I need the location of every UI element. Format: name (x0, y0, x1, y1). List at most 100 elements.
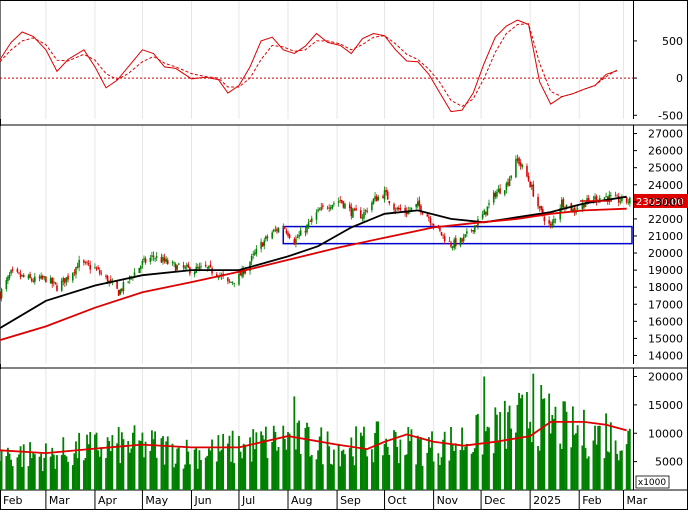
candle-body (360, 210, 362, 219)
volume-bar (605, 413, 607, 490)
volume-bar (508, 405, 511, 490)
volume-bar (0, 460, 1, 490)
candle-body (117, 290, 120, 296)
candle-body (353, 208, 356, 210)
volume-bar (554, 406, 557, 490)
candle-body (329, 207, 332, 210)
candle-body (429, 218, 432, 224)
candle-body (184, 266, 186, 269)
volume-bar (477, 413, 479, 490)
month-label: Dec (484, 494, 505, 507)
candle-body (610, 195, 612, 196)
candle-body (277, 228, 280, 233)
candle-body (485, 211, 487, 215)
volume-bar (255, 432, 258, 490)
volume-bar (274, 431, 277, 490)
month-label: Aug (291, 494, 312, 507)
candle-body (209, 264, 212, 267)
volume-bar (510, 428, 513, 490)
volume-bar (617, 460, 620, 490)
candle-body (0, 292, 1, 299)
candle-body (454, 238, 457, 247)
macd-ytick-label: -500 (658, 109, 683, 122)
volume-bar (421, 465, 424, 490)
candle-body (272, 229, 275, 232)
volume-bar (86, 434, 88, 490)
candle-body (375, 196, 378, 202)
candle-body (548, 220, 550, 224)
candle-body (565, 204, 568, 208)
candle-body (233, 283, 236, 284)
candle-body (617, 196, 620, 203)
volume-ytick-label: 20000 (648, 371, 683, 384)
candle-body (554, 218, 557, 220)
volume-bar (518, 392, 520, 490)
volume-bar (527, 428, 530, 490)
volume-bar (350, 437, 353, 490)
volume-bar (375, 421, 378, 490)
volume-bar (230, 461, 232, 490)
volume-bar (285, 449, 288, 490)
volume-bar (552, 418, 555, 490)
volume-bar (63, 454, 66, 490)
candle-body (154, 258, 156, 260)
volume-bar (155, 457, 158, 490)
candle-body (432, 224, 435, 226)
volume-bar (559, 443, 562, 490)
volume-bar (32, 452, 35, 490)
candle-body (573, 207, 576, 212)
volume-bar (127, 441, 130, 490)
volume-bar (548, 393, 551, 490)
volume-bar (84, 457, 87, 490)
candle-body (239, 272, 242, 276)
volume-bar (481, 454, 484, 490)
candle-body (293, 238, 296, 245)
volume-bar (165, 441, 168, 490)
candle-body (22, 274, 25, 277)
candle-body (382, 196, 384, 198)
volume-bar (530, 442, 533, 490)
volume-bar (377, 421, 380, 490)
volume-bar (252, 429, 255, 490)
volume-bar (443, 431, 446, 490)
candle-body (216, 274, 218, 276)
candle-body (228, 281, 231, 283)
candle-body (51, 277, 54, 284)
volume-bar (62, 437, 65, 490)
candle-body (355, 208, 357, 211)
volume-bar (222, 433, 225, 490)
volume-bar (174, 463, 177, 490)
volume-bar (385, 438, 388, 490)
candle-body (494, 192, 497, 197)
volume-bar (30, 458, 33, 490)
volume-bar (450, 426, 452, 490)
volume-bar (87, 444, 90, 490)
candle-body (296, 237, 299, 239)
candle-body (551, 221, 554, 226)
volume-bar (108, 441, 111, 490)
candle-body (122, 282, 125, 292)
volume-bar (475, 415, 478, 490)
volume-bar (33, 454, 36, 490)
candle-body (350, 207, 353, 217)
volume-bar (196, 468, 199, 490)
volume-bar (521, 394, 524, 490)
candle-body (483, 210, 486, 215)
volume-bar (461, 427, 463, 490)
month-label: Feb (582, 494, 601, 507)
candle-body (306, 225, 308, 233)
volume-bar (149, 450, 152, 490)
volume-bar (296, 422, 299, 490)
candle-body (97, 267, 99, 270)
candle-body (144, 258, 147, 263)
volume-bar (405, 454, 408, 490)
volume-bar (304, 427, 307, 490)
candle-body (174, 263, 177, 271)
candle-body (442, 234, 444, 236)
price-moving-average-short-line (0, 195, 627, 329)
candle-body (497, 188, 500, 193)
volume-bar (549, 433, 552, 490)
candle-body (519, 162, 522, 166)
volume-bar (76, 458, 79, 490)
candle-body (64, 278, 66, 284)
